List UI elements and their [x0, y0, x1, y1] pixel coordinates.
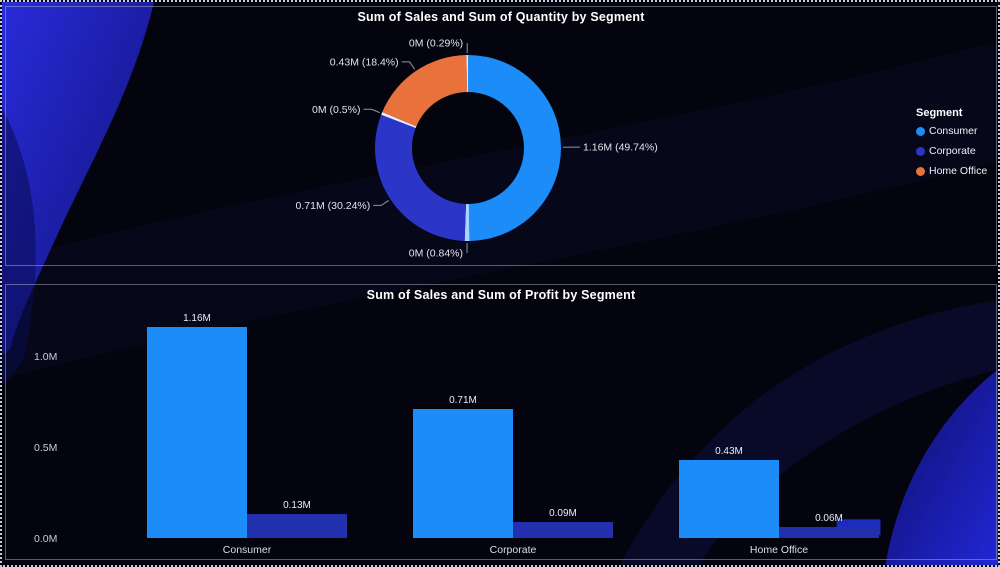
bar-data-label: 0.13M	[283, 500, 311, 511]
legend-item-corporate[interactable]: Corporate	[916, 145, 996, 157]
legend-item-label: Consumer	[929, 125, 978, 137]
legend-item-consumer[interactable]: Consumer	[916, 125, 996, 137]
y-axis-tick: 1.0M	[34, 351, 58, 363]
donut-visual[interactable]: Sum of Sales and Sum of Quantity by Segm…	[5, 6, 997, 266]
legend-items: Consumer Corporate Home Office	[916, 125, 996, 177]
y-axis-tick: 0.5M	[34, 442, 58, 454]
bar-visual[interactable]: Sum of Sales and Sum of Profit by Segmen…	[5, 284, 997, 560]
bar-category-label-home-office: Home Office	[749, 544, 809, 556]
legend-item-home-office[interactable]: Home Office	[916, 165, 996, 177]
bar-data-label: 0.06M	[815, 513, 843, 524]
legend-item-label: Corporate	[929, 145, 976, 157]
donut-slice-home-office-sum-of-quantity[interactable]	[466, 55, 469, 93]
donut-data-label: 0M (0.84%)	[409, 247, 463, 259]
bar-data-label: 0.43M	[715, 446, 743, 457]
donut-slice-corporate-sum-of-sales[interactable]	[375, 114, 466, 241]
bar-plot: 0.0M 0.5M 1.0M 1.16M 0.13M Consumer 0.71M 0.09M…	[6, 285, 996, 559]
background-swoosh-left-shadow	[2, 108, 36, 387]
bar-sum-of-profit-consumer[interactable]	[247, 514, 347, 538]
donut-label-line	[401, 61, 416, 70]
donut-legend: Segment Consumer Corporate Home Office	[916, 107, 996, 185]
donut-label-line	[373, 199, 390, 206]
bar-sum-of-sales-corporate[interactable]	[413, 409, 513, 538]
donut-chart-title: Sum of Sales and Sum of Quantity by Segm…	[357, 10, 645, 24]
bar-chart-title: Sum of Sales and Sum of Profit by Segmen…	[366, 288, 636, 302]
donut-slice-home-office-sum-of-sales[interactable]	[382, 55, 468, 127]
donut-slice-corporate-sum-of-quantity[interactable]	[381, 112, 417, 128]
y-axis-tick: 0.0M	[34, 533, 58, 545]
bar-category-label-consumer: Consumer	[222, 544, 272, 556]
bar-sum-of-sales-consumer[interactable]	[147, 327, 247, 538]
donut-plot: 1.16M (49.74%) 0M (0.84%) 0.71M (30.24%) 0M…	[296, 38, 658, 260]
donut-data-label: 0.43M (18.4%)	[330, 56, 399, 68]
bar-sum-of-profit-home-office[interactable]	[779, 527, 879, 538]
donut-slice-consumer-sum-of-sales[interactable]	[468, 55, 562, 241]
bar-sum-of-sales-home-office[interactable]	[679, 460, 779, 538]
background-swoosh-right	[885, 369, 998, 565]
donut-data-label: 0M (0.5%)	[312, 104, 360, 116]
donut-data-label: 0M (0.29%)	[409, 38, 463, 50]
donut-data-label: 1.16M (49.74%)	[583, 142, 658, 154]
bar-data-label: 0.09M	[549, 508, 577, 519]
legend-dot-corporate	[916, 146, 925, 156]
donut-slice-consumer-sum-of-quantity[interactable]	[464, 203, 470, 241]
bar-data-label: 1.16M	[183, 313, 211, 324]
bar-sum-of-profit-corporate[interactable]	[513, 522, 613, 538]
legend-item-label: Home Office	[929, 165, 988, 177]
legend-dot-home-office	[916, 166, 925, 176]
donut-data-label: 0.71M (30.24%)	[296, 200, 371, 212]
bar-category-label-corporate: Corporate	[489, 544, 537, 556]
donut-label-line	[363, 108, 381, 114]
legend-dot-consumer	[916, 126, 925, 136]
legend-title: Segment	[916, 107, 963, 119]
bar-data-label: 0.71M	[449, 395, 477, 406]
